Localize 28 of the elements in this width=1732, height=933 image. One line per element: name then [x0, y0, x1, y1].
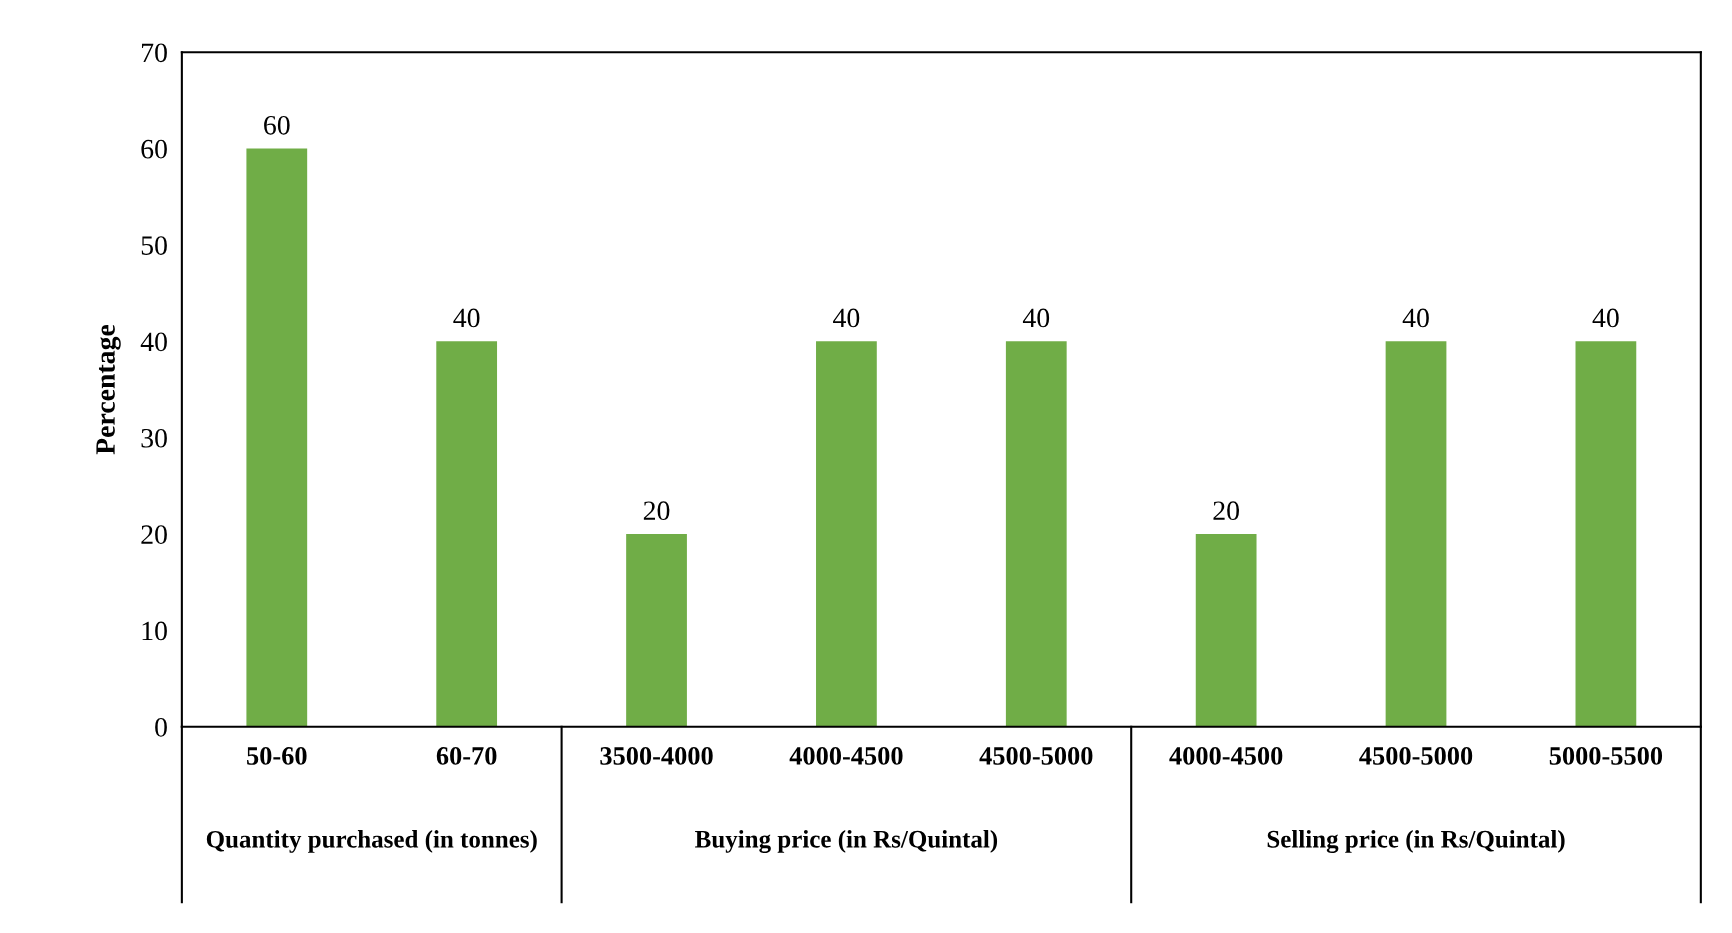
- y-tick-label: 10: [142, 621, 167, 641]
- x-tick-label: 3500-4000: [600, 747, 713, 765]
- x-tick-label: 4500-5000: [1359, 747, 1473, 765]
- y-tick-label: 30: [141, 428, 167, 448]
- data-label: 20: [1213, 501, 1239, 521]
- text: Selling price (in Rs/Quintal): [1267, 830, 1565, 853]
- text: Buying price (in Rs/Quintal): [695, 830, 998, 853]
- y-tick-label: 40: [140, 332, 167, 352]
- data-label: 40: [1402, 308, 1429, 328]
- data-label: 20: [643, 501, 670, 521]
- y-axis-title: Percentage: [96, 324, 121, 455]
- y-tick-label: 20: [141, 525, 167, 544]
- x-tick-label: 4500-5000: [979, 747, 1093, 765]
- data-label: 40: [833, 308, 860, 328]
- y-tick-label: 70: [142, 43, 167, 63]
- y-tick-label: 60: [141, 139, 167, 159]
- data-label: 40: [1592, 308, 1619, 328]
- x-tick-label: 4000-4500: [1169, 747, 1283, 765]
- data-label: 40: [1022, 308, 1050, 328]
- x-tick-label: 60-70: [436, 747, 497, 765]
- x-tick-label: 50-60: [247, 747, 307, 765]
- y-tick-label: 50: [141, 236, 167, 255]
- y-tick-label: 0: [155, 717, 167, 737]
- data-label: 40: [453, 308, 480, 328]
- data-label: 60: [264, 115, 290, 135]
- x-tick-label: 4000-4500: [789, 747, 903, 765]
- x-tick-label: 5000-5500: [1549, 747, 1663, 765]
- text: Quantity purchased (in tonnes): [206, 830, 537, 853]
